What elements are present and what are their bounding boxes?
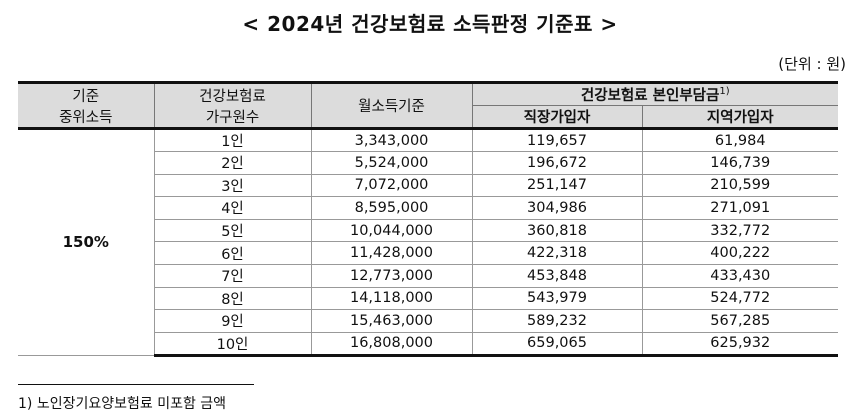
cell-income: 15,463,000 bbox=[310, 309, 473, 333]
cell-employee: 119,657 bbox=[471, 128, 643, 152]
unit-label: (단위 : 원) bbox=[778, 55, 846, 73]
cell-regional: 433,430 bbox=[641, 263, 838, 288]
header-household: 건강보험료 가구원수 bbox=[153, 81, 312, 130]
cell-household: 2인 bbox=[154, 151, 312, 175]
cell-household: 5인 bbox=[154, 218, 312, 243]
cell-household: 10인 bbox=[154, 331, 312, 357]
median-income-value: 150% bbox=[18, 128, 155, 356]
cell-income: 3,343,000 bbox=[310, 128, 473, 152]
footnote-marker: 1) bbox=[719, 86, 730, 97]
cell-employee: 589,232 bbox=[471, 309, 643, 333]
cell-household: 7인 bbox=[154, 263, 312, 288]
cell-income: 5,524,000 bbox=[310, 151, 473, 175]
cell-employee: 659,065 bbox=[471, 331, 643, 357]
table-row: 150% 1인 3,343,000 119,657 61,984 bbox=[18, 128, 838, 356]
header-regional: 지역가입자 bbox=[641, 105, 838, 130]
cell-income: 16,808,000 bbox=[310, 331, 473, 357]
footnote: 1) 노인장기요양보험료 미포함 금액 bbox=[18, 396, 227, 412]
cell-income: 11,428,000 bbox=[310, 241, 473, 265]
cell-household: 8인 bbox=[154, 286, 312, 311]
cell-regional: 61,984 bbox=[641, 128, 838, 152]
cell-household: 4인 bbox=[154, 196, 312, 220]
cell-employee: 453,848 bbox=[471, 263, 643, 288]
income-criteria-table: 기준 중위소득 건강보험료 가구원수 월소득기준 건강보험료 본인부담금1) 직… bbox=[18, 81, 838, 357]
table-row: 6인 11,428,000 422,318 400,222 bbox=[18, 241, 838, 265]
cell-employee: 543,979 bbox=[471, 286, 643, 311]
cell-employee: 196,672 bbox=[471, 151, 643, 175]
cell-regional: 625,932 bbox=[641, 331, 838, 357]
cell-employee: 422,318 bbox=[471, 241, 643, 265]
cell-employee: 360,818 bbox=[471, 218, 643, 243]
cell-income: 14,118,000 bbox=[310, 286, 473, 311]
cell-regional: 400,222 bbox=[641, 241, 838, 265]
cell-household: 1인 bbox=[153, 128, 312, 152]
cell-household: 3인 bbox=[154, 173, 312, 198]
cell-regional: 332,772 bbox=[641, 218, 838, 243]
cell-household: 6인 bbox=[154, 241, 312, 265]
table-row: 10인 16,808,000 659,065 625,932 bbox=[18, 331, 838, 357]
cell-employee: 251,147 bbox=[471, 173, 643, 198]
header-premium-group-label: 건강보험료 본인부담금 bbox=[580, 88, 720, 104]
table-row: 4인 8,595,000 304,986 271,091 bbox=[18, 196, 838, 220]
cell-regional: 524,772 bbox=[641, 286, 838, 311]
cell-income: 10,044,000 bbox=[310, 218, 473, 243]
header-median-income-line2: 중위소득 bbox=[59, 109, 113, 126]
header-median-income-line1: 기준 bbox=[72, 88, 100, 105]
cell-regional: 146,739 bbox=[641, 151, 838, 175]
footnote-divider bbox=[18, 384, 254, 385]
table-row: 9인 15,463,000 589,232 567,285 bbox=[18, 309, 838, 333]
header-household-line2: 가구원수 bbox=[205, 109, 260, 126]
cell-income: 12,773,000 bbox=[310, 263, 473, 288]
cell-employee: 304,986 bbox=[471, 196, 643, 220]
header-median-income: 기준 중위소득 bbox=[18, 81, 155, 130]
table-row: 7인 12,773,000 453,848 433,430 bbox=[18, 263, 838, 288]
page-title: < 2024년 건강보험료 소득판정 기준표 > bbox=[242, 12, 618, 36]
header-household-line1: 건강보험료 bbox=[199, 88, 266, 105]
header-monthly-income: 월소득기준 bbox=[310, 81, 473, 130]
table-row: 8인 14,118,000 543,979 524,772 bbox=[18, 286, 838, 311]
cell-income: 8,595,000 bbox=[310, 196, 473, 220]
cell-regional: 271,091 bbox=[641, 196, 838, 220]
cell-income: 7,072,000 bbox=[310, 173, 473, 198]
table-body: 150% 1인 3,343,000 119,657 61,984 2인 5,52… bbox=[18, 128, 838, 357]
header-premium-group: 건강보험료 본인부담금1) bbox=[471, 81, 838, 106]
table-row: 3인 7,072,000 251,147 210,599 bbox=[18, 173, 838, 198]
cell-regional: 567,285 bbox=[641, 309, 838, 333]
cell-regional: 210,599 bbox=[641, 173, 838, 198]
cell-household: 9인 bbox=[154, 309, 312, 333]
header-employee: 직장가입자 bbox=[472, 105, 643, 130]
